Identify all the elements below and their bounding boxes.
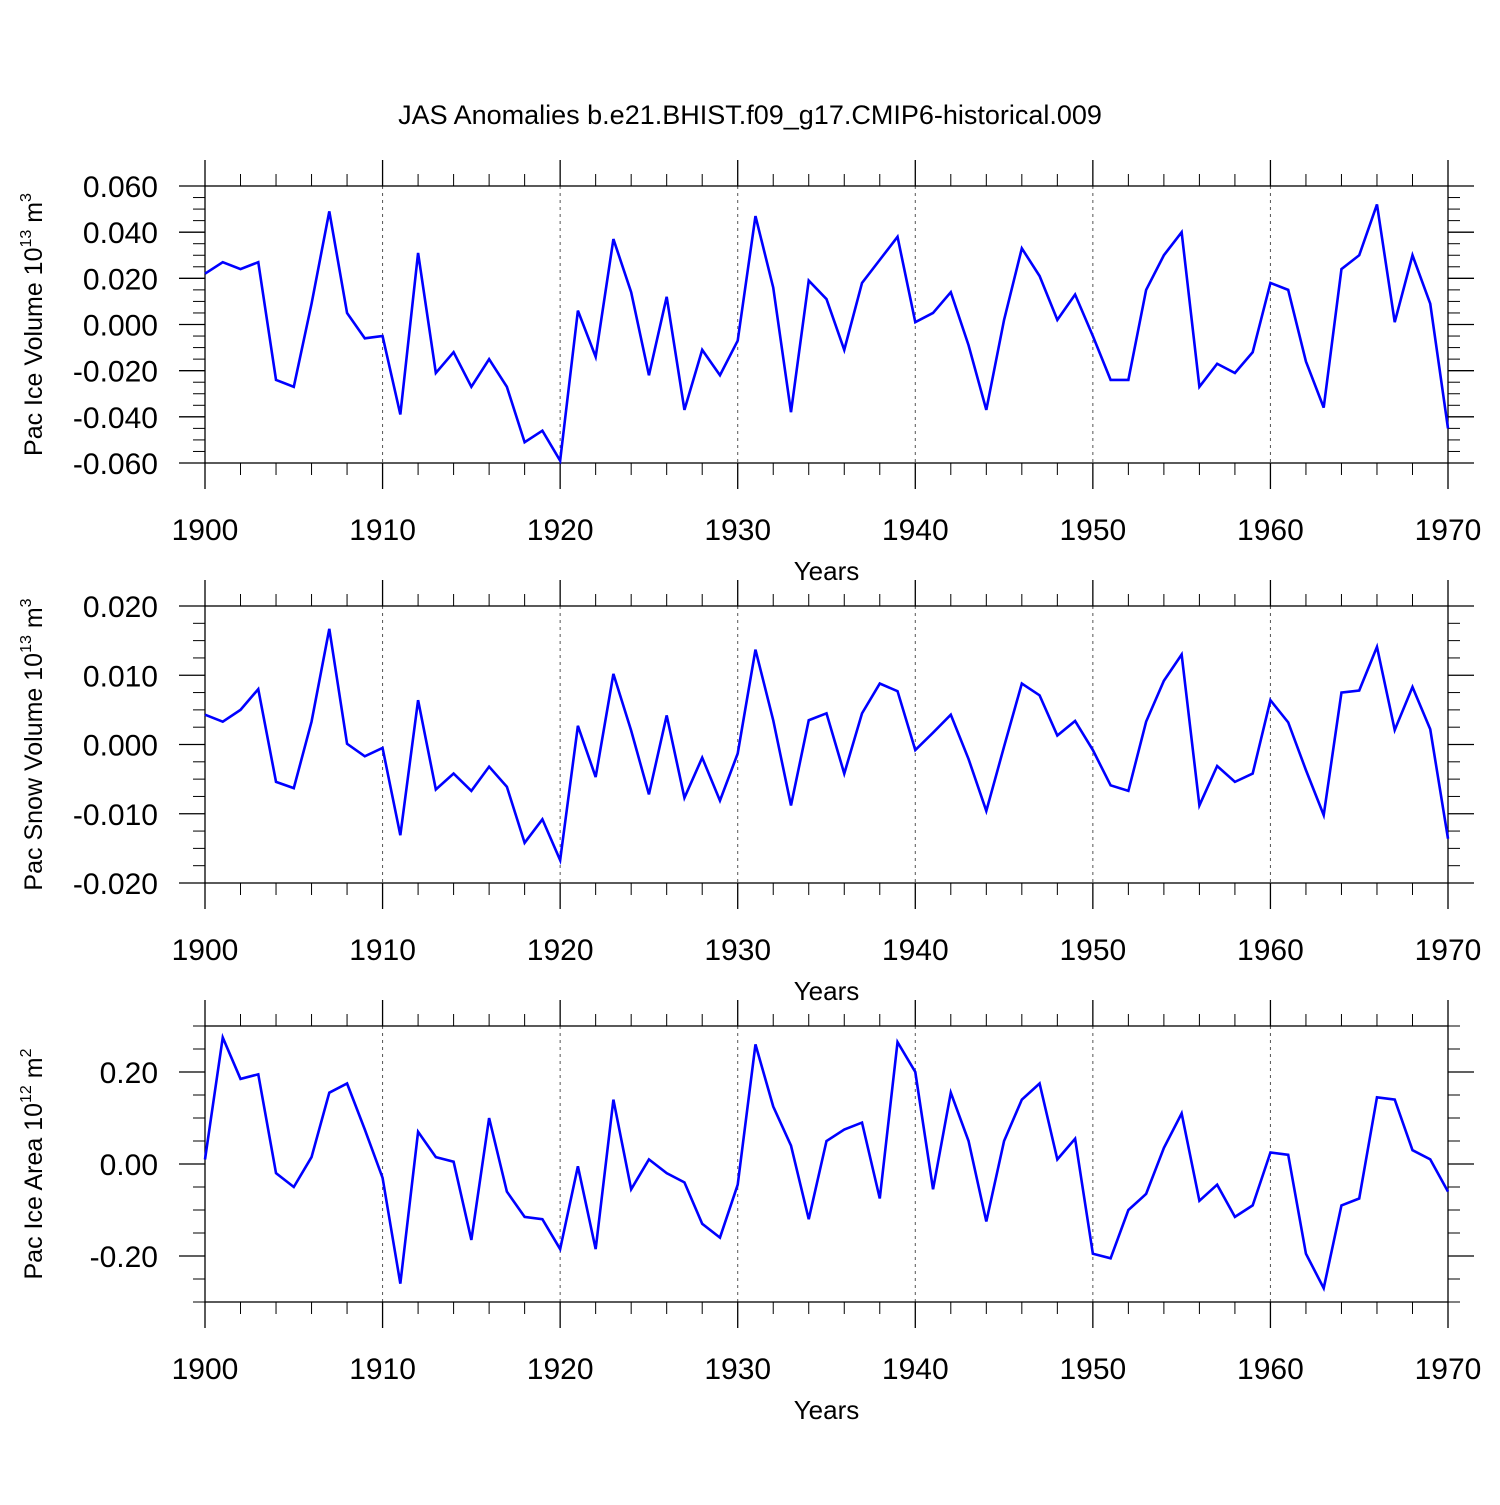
x-tick-label: 1930: [704, 934, 771, 967]
y-tick-label: 0.020: [83, 263, 158, 296]
series-line-pac-ice-volume: [204, 204, 1450, 465]
y-axis-label: Pac Snow Volume 1013 m3: [18, 598, 48, 890]
x-tick-label: 1950: [1059, 934, 1126, 967]
x-tick-label: 1910: [349, 1353, 416, 1386]
x-tick-label: 1940: [882, 934, 949, 967]
y-axis-label-unit: m: [20, 1057, 48, 1085]
y-tick-label: -0.020: [73, 356, 158, 389]
y-tick-label: -0.20: [90, 1241, 158, 1274]
x-tick-label: 1960: [1237, 934, 1304, 967]
y-axis-label-unit: m: [20, 607, 48, 635]
x-tick-label: 1950: [1059, 1353, 1126, 1386]
x-tick-label: 1940: [882, 1353, 949, 1386]
x-tick-label: 1970: [1415, 934, 1482, 967]
y-tick-label: 0.20: [100, 1057, 158, 1090]
panel-1: -0.060 -0.040 -0.020 0.000 0.020 0.040 0.060 19…: [18, 160, 1481, 586]
y-axis-label: Pac Ice Volume 1013 m3: [18, 193, 48, 456]
x-tick-label: 1930: [704, 1353, 771, 1386]
series-line-pac-ice-area: [203, 1032, 1450, 1293]
x-tick-label: 1920: [527, 1353, 594, 1386]
y-axis-label-unit-exponent: 2: [18, 1048, 35, 1057]
y-axis-label-main: Pac Snow Volume 10: [20, 653, 48, 891]
x-axis-label: Years: [794, 976, 860, 1006]
x-tick-label: 1900: [172, 934, 239, 967]
x-tick-label: 1930: [704, 514, 771, 547]
y-tick-label: 0.000: [83, 730, 158, 763]
y-axis-label-unit: m: [20, 202, 48, 230]
y-tick-label: -0.010: [73, 799, 158, 832]
y-axis-label-exponent: 13: [18, 635, 35, 653]
y-tick-label: 0.010: [83, 660, 158, 693]
x-tick-label: 1910: [349, 934, 416, 967]
y-axis-label-exponent: 13: [18, 230, 35, 248]
x-tick-label: 1960: [1237, 514, 1304, 547]
x-tick-label: 1900: [172, 1353, 239, 1386]
x-tick-label: 1970: [1415, 1353, 1482, 1386]
x-tick-label: 1920: [527, 934, 594, 967]
y-axis-label-exponent: 12: [18, 1085, 35, 1103]
x-tick-label: 1940: [882, 514, 949, 547]
x-tick-label: 1900: [172, 514, 239, 547]
y-axis-label-unit-exponent: 3: [18, 193, 35, 202]
y-tick-label: 0.00: [100, 1149, 158, 1182]
series-line-pac-snow-volume: [204, 628, 1450, 865]
x-axis-label: Years: [794, 1395, 860, 1425]
y-tick-label: -0.060: [73, 448, 158, 481]
x-tick-label: 1960: [1237, 1353, 1304, 1386]
panel-2: -0.020 -0.010 0.000 0.010 0.020 1900 1910 1920 1…: [18, 580, 1481, 1006]
figure-title: JAS Anomalies b.e21.BHIST.f09_g17.CMIP6-…: [398, 100, 1102, 130]
y-tick-label: 0.000: [83, 310, 158, 343]
y-axis-label-main: Pac Ice Volume 10: [20, 248, 48, 456]
y-axis-label-main: Pac Ice Area 10: [20, 1103, 48, 1280]
x-axis-label: Years: [794, 556, 860, 586]
y-tick-label: 0.040: [83, 217, 158, 250]
y-axis-label-unit-exponent: 3: [18, 598, 35, 607]
x-tick-label: 1970: [1415, 514, 1482, 547]
y-tick-label: -0.020: [73, 868, 158, 901]
x-tick-label: 1920: [527, 514, 594, 547]
y-axis-label: Pac Ice Area 1012 m2: [18, 1048, 48, 1279]
panel-3: -0.20 0.00 0.20 1900 1910 1920 1930 1940 1950 196…: [18, 1000, 1481, 1425]
y-tick-label: -0.040: [73, 402, 158, 435]
y-tick-label: 0.060: [83, 171, 158, 204]
x-tick-label: 1950: [1059, 514, 1126, 547]
y-tick-label: 0.020: [83, 591, 158, 624]
x-tick-label: 1910: [349, 514, 416, 547]
